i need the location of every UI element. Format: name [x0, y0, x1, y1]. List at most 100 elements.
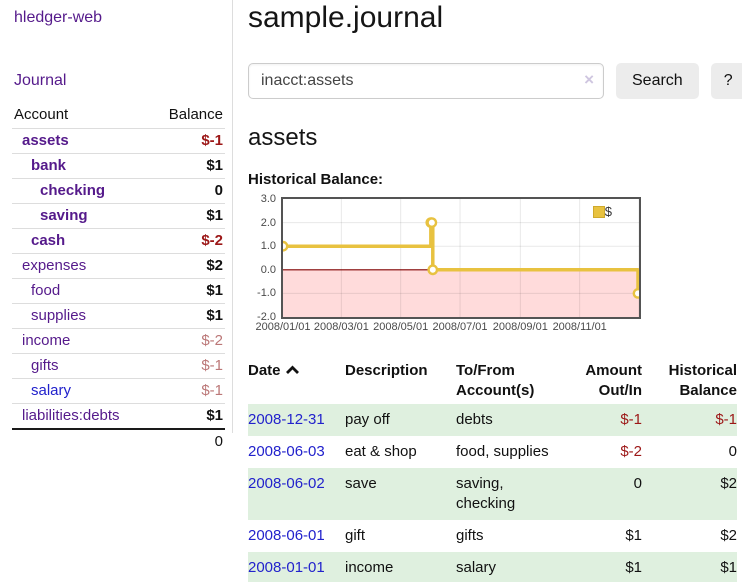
search-form: × Search ? [248, 63, 742, 99]
account-link-salary[interactable]: salary [31, 382, 72, 399]
legend-swatch-icon [592, 206, 605, 218]
accounts-header-account: Account [14, 106, 69, 123]
account-row-supplies: supplies $1 [12, 303, 225, 329]
chart-plot-area[interactable]: $ [281, 197, 641, 319]
account-row-assets: assets $-1 [12, 128, 225, 154]
register-row: 2008-12-31 pay off debts $-1 $-1 [248, 404, 737, 436]
account-balance: $-1 [150, 378, 225, 404]
account-balance: $1 [150, 203, 225, 229]
account-balance: $1 [150, 303, 225, 329]
account-row-gifts: gifts $-1 [12, 353, 225, 379]
transaction-amount: $-1 [620, 411, 642, 428]
account-link-assets[interactable]: assets [22, 132, 69, 149]
page-title: sample.journal [248, 1, 444, 34]
account-balance: $2 [150, 253, 225, 279]
account-row-bank: bank $1 [12, 153, 225, 179]
account-heading: assets [248, 124, 318, 151]
register-row: 2008-01-01 income salary $1 $1 [248, 552, 737, 582]
account-link-liabilities-debts[interactable]: liabilities:debts [22, 407, 120, 424]
chart-y-axis: 3.0 2.0 1.0 0.0 -1.0 -2.0 [257, 193, 276, 323]
chart-line-series [283, 199, 639, 317]
transaction-balance: $2 [720, 527, 737, 544]
account-balance: $1 [150, 278, 225, 304]
sidebar-nav: Journal [0, 72, 233, 90]
transaction-amount: $1 [625, 559, 642, 576]
accounts-total-row: 0 [12, 428, 225, 454]
account-balance: $-1 [150, 353, 225, 379]
chart-title: Historical Balance: [248, 171, 384, 188]
transaction-accounts: gifts [456, 527, 484, 544]
register-header-date[interactable]: Date [248, 358, 345, 404]
sort-ascending-icon [285, 361, 300, 381]
account-balance: $-2 [150, 328, 225, 354]
transaction-description: income [345, 559, 394, 576]
help-button[interactable]: ? [710, 63, 742, 99]
transaction-amount: 0 [633, 475, 642, 492]
transaction-description: eat & shop [345, 443, 417, 460]
register-header-description: Description [345, 362, 428, 379]
transaction-date-link[interactable]: 2008-01-01 [248, 559, 325, 576]
account-row-expenses: expenses $2 [12, 253, 225, 279]
legend-label: $ [604, 204, 612, 219]
account-link-bank[interactable]: bank [31, 157, 67, 174]
transaction-date-link[interactable]: 2008-06-02 [248, 475, 325, 492]
account-row-income: income $-2 [12, 328, 225, 354]
app-title-link[interactable]: hledger-web [14, 9, 103, 26]
transaction-amount: $1 [625, 527, 642, 544]
transaction-balance: $1 [720, 559, 737, 576]
transaction-description: gift [345, 527, 366, 544]
account-row-checking: checking 0 [12, 178, 225, 204]
register-header-balance: Historical Balance [668, 362, 737, 399]
account-link-saving[interactable]: saving [40, 207, 88, 224]
account-balance: $-2 [150, 228, 225, 254]
account-link-expenses[interactable]: expenses [22, 257, 87, 274]
register-header-amount: Amount Out/In [585, 362, 642, 399]
main-content: sample.journal × Search ? assets Histori… [233, 0, 742, 582]
transaction-accounts: salary [456, 559, 497, 576]
transaction-description: pay off [345, 411, 390, 428]
account-balance: $-1 [150, 128, 225, 154]
transaction-date-link[interactable]: 2008-12-31 [248, 411, 325, 428]
sidebar: hledger-web Journal Account Balance asse… [0, 0, 233, 582]
account-balance: $1 [150, 403, 225, 429]
account-row-cash: cash $-2 [12, 228, 225, 254]
accounts-header-row: Account Balance [12, 104, 225, 129]
sidebar-item-journal[interactable]: Journal [14, 72, 67, 89]
historical-balance-chart: 3.0 2.0 1.0 0.0 -1.0 -2.0 $ 2008/01/01 2008/03… [248, 193, 648, 337]
account-link-cash[interactable]: cash [31, 232, 66, 249]
register-table: Date Description To/From Account(s) Amou… [248, 358, 737, 582]
account-row-salary: salary $-1 [12, 378, 225, 404]
register-row: 2008-06-02 save saving, checking 0 $2 [248, 468, 737, 520]
account-link-food[interactable]: food [31, 282, 61, 299]
app-title: hledger-web [0, 0, 233, 27]
register-row: 2008-06-01 gift gifts $1 $2 [248, 520, 737, 552]
transaction-accounts: saving, checking [456, 475, 516, 512]
transaction-date-link[interactable]: 2008-06-01 [248, 527, 325, 544]
account-row-food: food $1 [12, 278, 225, 304]
transaction-description: save [345, 475, 377, 492]
account-link-supplies[interactable]: supplies [31, 307, 87, 324]
transaction-date-link[interactable]: 2008-06-03 [248, 443, 325, 460]
accounts-header-balance: Balance [168, 106, 223, 123]
search-button[interactable]: Search [616, 63, 699, 99]
clear-search-icon[interactable]: × [584, 70, 594, 89]
account-balance: 0 [150, 178, 225, 204]
account-link-checking[interactable]: checking [40, 182, 106, 199]
account-row-saving: saving $1 [12, 203, 225, 229]
chart-x-axis: 2008/01/01 2008/03/01 2008/05/01 2008/07/01… [255, 321, 607, 333]
chart-legend: $ [592, 204, 612, 219]
accounts-table: Account Balance assets $-1 bank $1 check… [12, 104, 225, 454]
transaction-amount: $-2 [620, 443, 642, 460]
account-balance: $1 [150, 153, 225, 179]
account-link-gifts[interactable]: gifts [31, 357, 59, 374]
transaction-balance: $-1 [715, 411, 737, 428]
transaction-balance: 0 [728, 443, 737, 460]
transaction-accounts: food, supplies [456, 443, 549, 460]
register-header-accounts: To/From Account(s) [456, 362, 535, 399]
account-row-liabilities-debts: liabilities:debts $1 [12, 403, 225, 429]
search-input[interactable] [248, 63, 604, 99]
register-row: 2008-06-03 eat & shop food, supplies $-2… [248, 436, 737, 468]
accounts-total-balance: 0 [150, 428, 225, 454]
account-link-income[interactable]: income [22, 332, 71, 349]
